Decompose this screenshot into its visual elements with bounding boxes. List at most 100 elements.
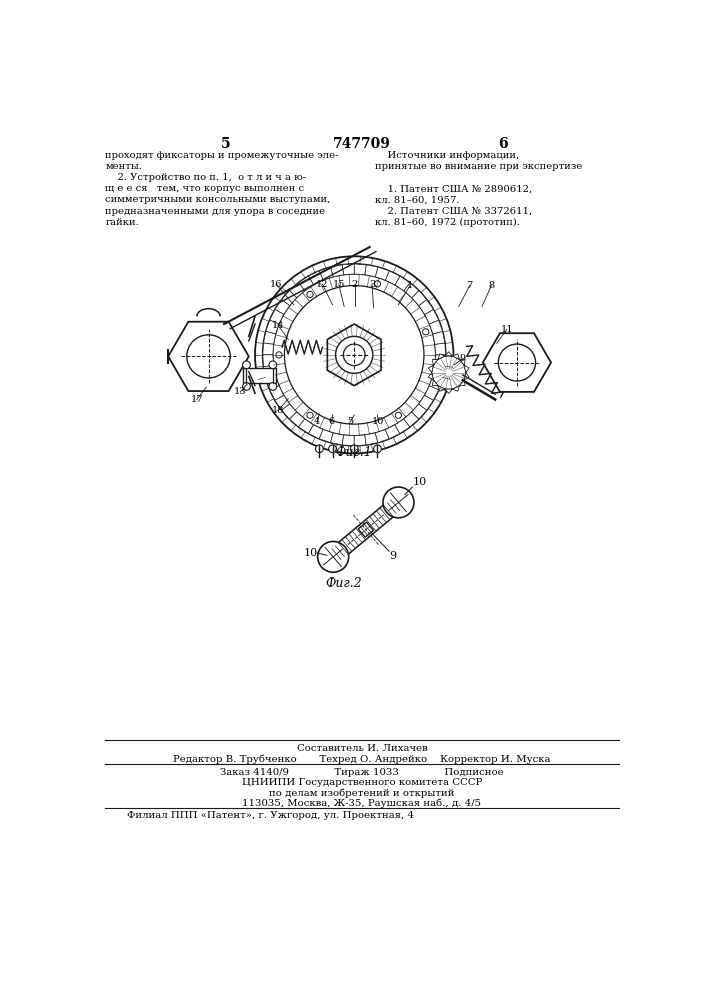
Polygon shape (331, 433, 344, 445)
Polygon shape (269, 386, 284, 400)
Polygon shape (419, 395, 433, 410)
Text: 1: 1 (407, 281, 413, 290)
Polygon shape (438, 354, 445, 359)
Text: 18: 18 (272, 406, 284, 415)
Circle shape (243, 383, 250, 390)
Text: 4: 4 (314, 417, 320, 426)
Text: 6: 6 (498, 137, 508, 151)
Polygon shape (319, 430, 333, 443)
Polygon shape (266, 376, 279, 390)
Circle shape (315, 445, 323, 453)
Text: предназначенными для упора в соседние: предназначенными для упора в соседние (105, 207, 325, 216)
Polygon shape (375, 267, 389, 280)
Polygon shape (308, 271, 323, 285)
Polygon shape (281, 291, 297, 306)
Polygon shape (342, 435, 354, 446)
Polygon shape (342, 264, 354, 275)
Polygon shape (428, 373, 433, 380)
Text: 9: 9 (460, 354, 466, 363)
Polygon shape (445, 389, 452, 393)
Text: 5: 5 (347, 417, 354, 426)
Polygon shape (365, 433, 378, 445)
Text: по делам изобретений и открытий: по делам изобретений и открытий (269, 788, 455, 798)
Polygon shape (263, 343, 274, 355)
Text: 3: 3 (369, 280, 375, 289)
Polygon shape (429, 376, 443, 390)
Polygon shape (358, 522, 373, 537)
Text: 9: 9 (389, 551, 396, 561)
Circle shape (432, 356, 466, 389)
Text: 17: 17 (191, 395, 203, 404)
Text: 2. Устройство по п. 1,  о т л и ч а ю-: 2. Устройство по п. 1, о т л и ч а ю- (105, 173, 307, 182)
Text: 10: 10 (303, 548, 317, 558)
Polygon shape (290, 412, 305, 427)
Text: 10: 10 (412, 477, 427, 487)
Text: 11: 11 (501, 325, 513, 334)
Circle shape (307, 412, 313, 418)
Text: ЦНИИПИ Государственного комитета СССР: ЦНИИПИ Государственного комитета СССР (242, 778, 482, 787)
Polygon shape (411, 404, 427, 419)
Circle shape (276, 352, 282, 358)
Polygon shape (464, 373, 469, 380)
Polygon shape (385, 271, 400, 285)
Circle shape (317, 541, 349, 572)
Polygon shape (429, 320, 443, 334)
Circle shape (373, 445, 381, 453)
Polygon shape (435, 343, 445, 355)
Polygon shape (419, 300, 433, 314)
Text: 12: 12 (316, 280, 329, 289)
Circle shape (187, 335, 230, 378)
Text: 113035, Москва, Ж‑35, Раушская наб., д. 4/5: 113035, Москва, Ж‑35, Раушская наб., д. … (243, 798, 481, 808)
Text: 6: 6 (329, 417, 335, 426)
Polygon shape (298, 419, 313, 434)
Polygon shape (433, 331, 445, 344)
Text: 747709: 747709 (333, 137, 391, 151)
Text: симметричными консольными выступами,: симметричными консольными выступами, (105, 195, 331, 204)
Polygon shape (433, 380, 438, 386)
Polygon shape (433, 365, 445, 378)
Polygon shape (266, 320, 279, 334)
Text: принятые во внимание при экспертизе: принятые во внимание при экспертизе (375, 162, 583, 171)
Text: 7: 7 (467, 281, 473, 290)
Polygon shape (460, 359, 465, 365)
Text: 2: 2 (352, 280, 358, 289)
Text: гайки.: гайки. (105, 218, 139, 227)
Text: проходят фиксаторы и промежуточные эле-: проходят фиксаторы и промежуточные эле- (105, 151, 339, 160)
Polygon shape (290, 283, 305, 298)
Text: 8: 8 (489, 281, 494, 290)
Polygon shape (354, 264, 366, 275)
Polygon shape (385, 425, 400, 439)
Text: Фиг.2: Фиг.2 (326, 577, 363, 590)
Polygon shape (460, 380, 465, 386)
Text: 14: 14 (272, 321, 284, 330)
Circle shape (423, 329, 429, 335)
Polygon shape (425, 309, 438, 324)
Polygon shape (445, 352, 452, 356)
FancyBboxPatch shape (243, 368, 276, 383)
Circle shape (374, 281, 380, 287)
Polygon shape (275, 300, 290, 314)
Circle shape (351, 445, 358, 453)
Circle shape (498, 344, 535, 381)
Text: кл. 81–60, 1957.: кл. 81–60, 1957. (375, 195, 460, 204)
Circle shape (243, 361, 250, 369)
Polygon shape (328, 497, 404, 563)
Polygon shape (264, 331, 276, 344)
Polygon shape (395, 419, 410, 434)
Polygon shape (433, 359, 438, 365)
Polygon shape (375, 430, 389, 443)
Polygon shape (464, 365, 469, 373)
Polygon shape (435, 355, 445, 367)
Text: 15: 15 (332, 280, 345, 289)
Text: Составитель И. Лихачев: Составитель И. Лихачев (296, 744, 427, 753)
Polygon shape (452, 386, 460, 391)
Polygon shape (298, 276, 313, 291)
Text: менты.: менты. (105, 162, 142, 171)
Circle shape (269, 383, 276, 390)
Text: 10: 10 (372, 417, 385, 426)
Circle shape (329, 445, 337, 453)
Circle shape (336, 336, 373, 373)
Polygon shape (327, 324, 381, 386)
Polygon shape (354, 435, 366, 446)
Circle shape (307, 291, 313, 298)
